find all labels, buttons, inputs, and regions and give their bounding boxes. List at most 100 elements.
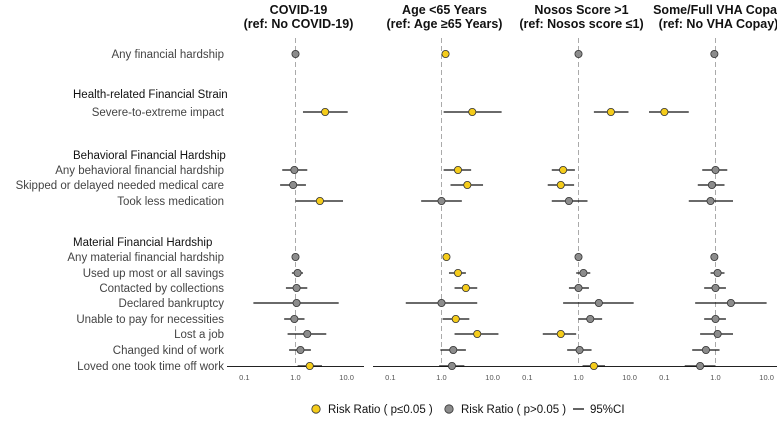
point-not-significant — [707, 180, 716, 189]
point-not-significant — [711, 314, 720, 323]
panel-1: 0.1 1.0 10.0 — [227, 38, 364, 382]
point-not-significant — [292, 298, 301, 307]
estimate-took-less-medication — [551, 196, 588, 205]
panel-title-2: Age <65 Years — [402, 3, 487, 17]
point-not-significant — [449, 345, 458, 354]
legend-label: Risk Ratio ( p≤0.05 ) — [328, 404, 433, 416]
point-significant — [606, 108, 615, 117]
legend-item-1: Risk Ratio ( p≤0.05 ) — [311, 404, 433, 416]
estimate-took-less-medication — [295, 196, 344, 205]
point-not-significant — [696, 361, 705, 370]
row-label-severe-to-extreme-impact: Severe-to-extreme impact — [92, 107, 225, 119]
legend: Risk Ratio ( p≤0.05 ) Risk Ratio ( p>0.05… — [311, 404, 625, 416]
estimate-contacted-by-collections — [454, 283, 478, 292]
row-label-any-behavioral-financial-hardship: Any behavioral financial hardship — [55, 165, 224, 177]
x-tick-label: 10.0 — [759, 373, 774, 382]
panel-subtitle-2: (ref: Age ≥65 Years) — [387, 17, 503, 31]
legend-item-2: Risk Ratio ( p>0.05 ) — [444, 404, 566, 416]
estimate-severe-to-extreme-impact — [302, 108, 348, 117]
estimate-used-up-most-or-all-savings — [710, 268, 725, 277]
x-tick-label: 10.0 — [485, 373, 500, 382]
point-significant — [556, 329, 565, 338]
estimate-took-less-medication — [421, 196, 462, 205]
estimate-any-behavioral-financial-hardship — [443, 165, 472, 174]
estimate-lost-a-job — [542, 329, 577, 338]
legend-item-3: 95%CI — [573, 404, 625, 416]
point-not-significant — [711, 283, 720, 292]
estimate-any-material-financial-hardship — [291, 252, 300, 261]
point-significant — [315, 196, 324, 205]
point-not-significant — [290, 314, 299, 323]
point-significant — [305, 361, 314, 370]
legend-label: 95%CI — [590, 404, 625, 416]
estimate-unable-to-pay-for-necessities — [704, 314, 726, 323]
point-significant — [463, 180, 472, 189]
point-not-significant — [296, 345, 305, 354]
row-label-skipped-or-delayed-needed-medical-care: Skipped or delayed needed medical care — [16, 180, 224, 192]
panel-subtitle-1: (ref: No COVID-19) — [244, 17, 354, 31]
point-not-significant — [710, 50, 719, 59]
estimate-contacted-by-collections — [568, 283, 589, 292]
panels: 0.1 1.0 10.0 0.1 1.0 10.0 0.1 1.0 10.0 0.1 1.0 10.0 — [227, 38, 777, 382]
estimate-changed-kind-of-work — [692, 345, 720, 354]
estimate-any-behavioral-financial-hardship — [702, 165, 728, 174]
estimate-unable-to-pay-for-necessities — [578, 314, 603, 323]
panel-titles: COVID-19(ref: No COVID-19)Age <65 Years(… — [244, 3, 777, 31]
legend-gray-circle-icon — [444, 404, 454, 414]
point-significant — [453, 268, 462, 277]
row-label-took-less-medication: Took less medication — [117, 196, 224, 208]
point-not-significant — [713, 329, 722, 338]
point-not-significant — [292, 283, 301, 292]
estimate-used-up-most-or-all-savings — [291, 268, 303, 277]
estimate-lost-a-job — [454, 329, 499, 338]
row-label-any-financial-hardship: Any financial hardship — [111, 49, 224, 61]
estimate-lost-a-job — [700, 329, 734, 338]
estimate-any-material-financial-hardship — [442, 252, 451, 261]
panel-title-3: Nosos Score >1 — [534, 3, 628, 17]
row-labels: Any financial hardship Health-related Fin… — [16, 49, 228, 373]
x-tick-label: 10.0 — [622, 373, 637, 382]
estimate-lost-a-job — [287, 329, 327, 338]
point-not-significant — [574, 283, 583, 292]
estimate-any-behavioral-financial-hardship — [282, 165, 308, 174]
point-not-significant — [710, 252, 719, 261]
panel-subtitle-3: (ref: Nosos score ≤1) — [519, 17, 643, 31]
x-tick-label: 1.0 — [436, 373, 446, 382]
estimate-skipped-or-delayed-needed-medical-care — [280, 180, 306, 189]
row-label-declared-bankruptcy: Declared bankruptcy — [119, 298, 225, 310]
point-not-significant — [574, 50, 583, 59]
point-not-significant — [579, 268, 588, 277]
x-tick-label: 0.1 — [239, 373, 249, 382]
estimate-unable-to-pay-for-necessities — [284, 314, 305, 323]
panel-title-4: Some/Full VHA Copay — [653, 3, 777, 17]
estimate-changed-kind-of-work — [440, 345, 466, 354]
estimate-loved-one-took-time-off-work — [439, 361, 465, 370]
point-not-significant — [447, 361, 456, 370]
panel-4: 0.1 1.0 10.0 — [647, 38, 777, 382]
x-tick-label: 0.1 — [522, 373, 532, 382]
row-label-lost-a-job: Lost a job — [174, 329, 224, 341]
point-not-significant — [594, 298, 603, 307]
x-tick-label: 1.0 — [573, 373, 583, 382]
estimate-used-up-most-or-all-savings — [576, 268, 591, 277]
row-label-loved-one-took-time-off-work: Loved one took time off work — [77, 361, 224, 373]
panel-3: 0.1 1.0 10.0 — [510, 38, 647, 382]
estimate-any-material-financial-hardship — [574, 252, 583, 261]
point-not-significant — [701, 345, 710, 354]
estimate-any-financial-hardship — [441, 50, 450, 59]
point-significant — [453, 165, 462, 174]
point-significant — [660, 108, 669, 117]
section-header-behavioral-financial-hardship: Behavioral Financial Hardship — [73, 150, 226, 162]
point-significant — [468, 108, 477, 117]
section-header-health-related-financial-strain: Health-related Financial Strain — [73, 89, 228, 101]
x-tick-label: 1.0 — [710, 373, 720, 382]
estimate-contacted-by-collections — [704, 283, 726, 292]
x-tick-label: 0.1 — [659, 373, 669, 382]
row-label-contacted-by-collections: Contacted by collections — [99, 283, 224, 295]
point-not-significant — [437, 196, 446, 205]
x-tick-label: 0.1 — [385, 373, 395, 382]
point-not-significant — [726, 298, 735, 307]
point-not-significant — [706, 196, 715, 205]
estimate-any-financial-hardship — [574, 50, 583, 59]
panel-2: 0.1 1.0 10.0 — [373, 38, 510, 382]
